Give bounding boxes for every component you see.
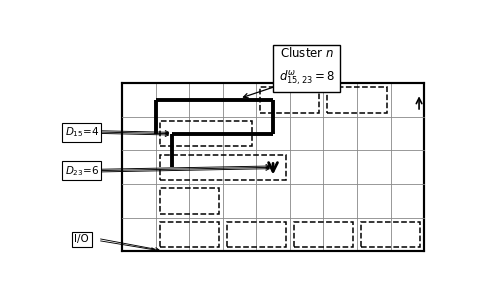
Text: Cluster $n$
$d^{\omega}_{15,23} = 8$: Cluster $n$ $d^{\omega}_{15,23} = 8$: [278, 46, 334, 87]
Bar: [160, 188, 218, 214]
Bar: [294, 222, 353, 247]
Text: $D_{15}$=4: $D_{15}$=4: [64, 125, 99, 139]
Bar: [328, 87, 386, 113]
Bar: [122, 83, 424, 251]
Bar: [160, 155, 286, 180]
Text: $D_{23}$=6: $D_{23}$=6: [64, 164, 99, 178]
Bar: [160, 121, 252, 146]
Text: I/O: I/O: [74, 235, 89, 245]
Bar: [260, 87, 320, 113]
Bar: [226, 222, 286, 247]
Bar: [160, 222, 218, 247]
Bar: [361, 222, 420, 247]
